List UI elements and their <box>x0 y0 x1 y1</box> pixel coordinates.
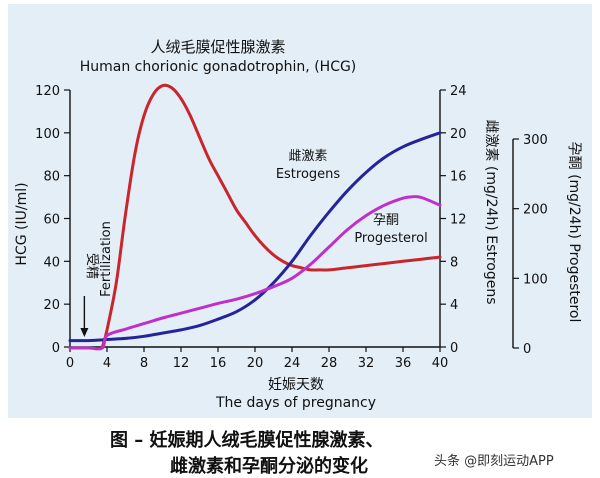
x-tick-label: 12 <box>173 356 190 371</box>
estrogens-tick-label: 0 <box>450 341 458 356</box>
estrogens-tick-label: 4 <box>450 298 458 313</box>
figure-caption: 图 – 妊娠期人绒毛膜促性腺激素、 雌激素和孕酮分泌的变化 <box>0 420 600 478</box>
progesterol-axis-label: 孕酮 (mg/24h) Progesterol <box>566 142 582 323</box>
x-tick-label: 16 <box>210 356 227 371</box>
series-line-progesterol <box>68 195 442 351</box>
fertilization-label-cn: 受精 <box>84 253 99 279</box>
chart-subtitle: Human chorionic gonadotrophin, (HCG) <box>80 59 357 75</box>
estrogens-tick-label: 16 <box>450 170 467 185</box>
x-tick-label: 32 <box>358 356 375 371</box>
hcg-tick-label: 40 <box>43 255 60 270</box>
hcg-tick-label: 20 <box>43 298 60 313</box>
caption-line-1: 图 – 妊娠期人绒毛膜促性腺激素、 <box>110 430 384 451</box>
x-tick-label: 4 <box>103 356 111 371</box>
series-line-estrogens <box>68 131 442 343</box>
x-tick-label: 24 <box>284 356 301 371</box>
estrogens-label-cn: 雌激素 <box>288 148 327 164</box>
x-tick-label: 40 <box>432 356 449 371</box>
estrogens-axis-label: 雌激素 (mg/24h) Estrogens <box>483 119 500 304</box>
estrogens-tick-label: 20 <box>450 127 467 142</box>
watermark-text: 头条 @即刻运动APP <box>434 454 554 469</box>
estrogens-tick-label: 12 <box>450 213 467 228</box>
progesterol-tick-label: 300 <box>523 133 548 148</box>
chart-svg: 0 4 8 12 16 20 24 28 32 36 40020406080100120048121… <box>14 38 582 411</box>
hcg-tick-label: 100 <box>35 127 60 142</box>
estrogens-tick-label: 8 <box>450 255 458 270</box>
progesterol-tick-label: 100 <box>523 272 548 287</box>
series-line-hcg <box>100 83 442 349</box>
x-tick-label: 20 <box>247 356 264 371</box>
hcg-tick-label: 60 <box>43 213 60 228</box>
x-axis-label-en: The days of pregnancy <box>215 395 376 411</box>
x-axis-label-cn: 妊娠天数 <box>268 377 324 393</box>
x-tick-label: 0 <box>66 356 74 371</box>
fertilization-label-en: Fertilization <box>99 221 114 297</box>
estrogens-label-en: Estrogens <box>276 167 341 182</box>
caption-line-2: 雌激素和孕酮分泌的变化 <box>170 456 368 477</box>
progesterol-label-cn: 孕酮 <box>373 213 399 228</box>
estrogens-tick-label: 24 <box>450 84 467 99</box>
progesterol-tick-label: 0 <box>523 342 531 357</box>
chart-figure: 0 4 8 12 16 20 24 28 32 36 40 0 20 40 60 80 100 120 0 4 8 12 1… <box>8 4 592 418</box>
hcg-axis-label: HCG (IU/ml) <box>14 182 30 265</box>
fertilization-arrowhead <box>80 328 89 337</box>
x-tick-label: 36 <box>395 356 412 371</box>
chart-title: 人绒毛膜促性腺激素 <box>150 38 285 56</box>
progesterol-label-en: Progesterol <box>354 231 427 246</box>
hcg-tick-label: 120 <box>35 84 60 99</box>
progesterol-tick-label: 200 <box>523 203 548 218</box>
x-tick-label: 28 <box>321 356 338 371</box>
hcg-tick-label: 0 <box>52 341 60 356</box>
x-tick-label: 8 <box>140 356 148 371</box>
hcg-tick-label: 80 <box>43 170 60 185</box>
